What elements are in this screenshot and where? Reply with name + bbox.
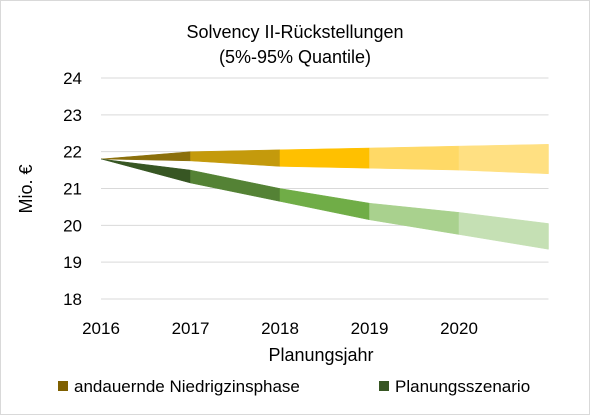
legend: andauernde Niedrigzinsphase Planungsszen… (58, 377, 530, 396)
band-areas (100, 144, 549, 250)
band-segment-niedrigzins (279, 147, 370, 169)
grid-lines (101, 77, 549, 300)
chart-title: Solvency II-Rückstellungen (186, 22, 403, 42)
y-tick-label: 19 (63, 253, 82, 272)
x-axis-ticks: 2016 2017 2018 2019 2020 (82, 319, 478, 338)
legend-swatch-niedrigzins (58, 381, 68, 391)
band-segment-niedrigzins (458, 144, 549, 175)
y-tick-label: 20 (63, 216, 82, 235)
chart-subtitle: (5%-95% Quantile) (219, 47, 371, 67)
x-tick-label: 2019 (351, 319, 389, 338)
band-segment-planung (190, 169, 281, 202)
x-tick-label: 2016 (82, 319, 120, 338)
band-segment-planung (279, 188, 370, 221)
x-axis-label: Planungsjahr (268, 345, 373, 365)
legend-label-niedrigzins: andauernde Niedrigzinsphase (74, 377, 300, 396)
legend-swatch-planung (379, 381, 389, 391)
band-segment-planung (100, 158, 191, 184)
x-tick-label: 2017 (172, 319, 210, 338)
y-tick-label: 18 (63, 290, 82, 309)
y-tick-label: 24 (63, 69, 82, 88)
legend-label-planung: Planungsszenario (395, 377, 530, 396)
band-segment-planung (458, 212, 549, 250)
band-segment-niedrigzins (100, 151, 191, 162)
y-tick-label: 21 (63, 180, 82, 199)
y-tick-label: 22 (63, 143, 82, 162)
y-tick-label: 23 (63, 106, 82, 125)
x-tick-label: 2020 (440, 319, 478, 338)
band-segment-niedrigzins (369, 145, 460, 171)
y-axis-ticks: 24 23 22 21 20 19 18 (63, 69, 82, 309)
y-axis-label: Mio. € (16, 164, 36, 213)
band-segment-planung (369, 202, 460, 235)
band-segment-niedrigzins (190, 149, 281, 167)
x-tick-label: 2018 (261, 319, 299, 338)
